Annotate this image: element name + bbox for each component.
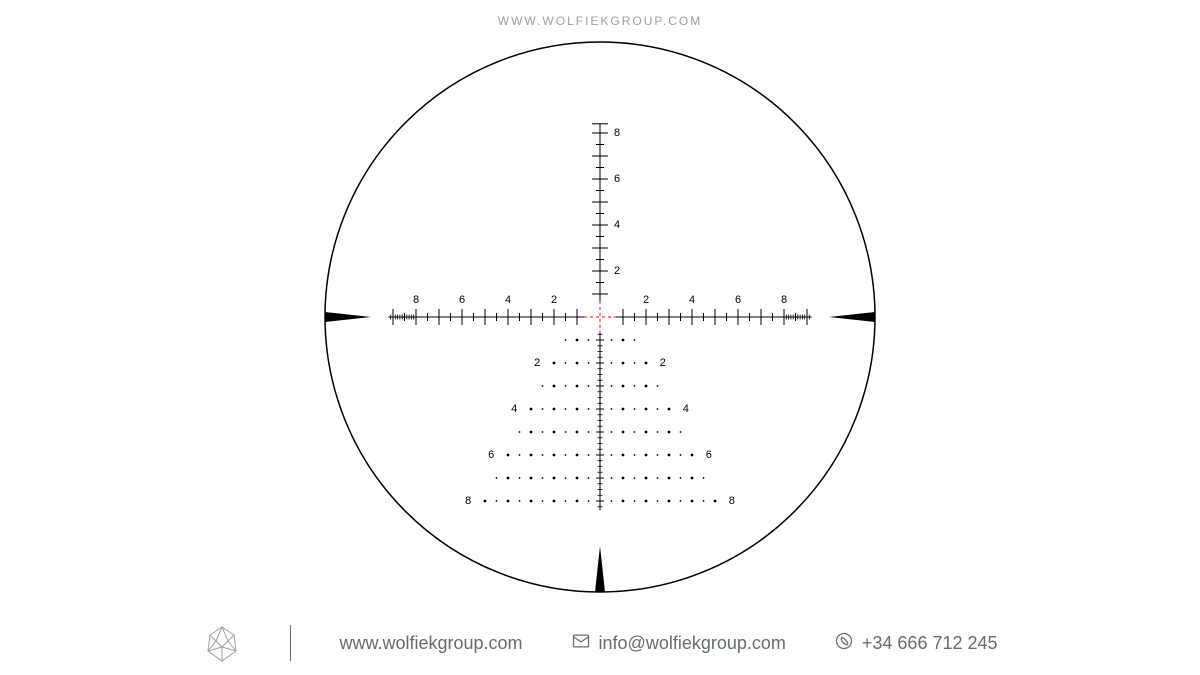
svg-text:8: 8 [781,294,787,306]
svg-text:8: 8 [465,495,471,507]
svg-text:8: 8 [413,294,419,306]
svg-text:2: 2 [614,265,620,277]
svg-text:6: 6 [735,294,741,306]
watermark-url: WWW.WOLFIEKGROUP.COM [498,14,702,28]
svg-text:4: 4 [614,219,620,231]
footer-website: www.wolfiekgroup.com [339,633,522,654]
footer-separator [290,625,291,661]
footer-phone-text: +34 666 712 245 [862,633,998,654]
svg-text:2: 2 [643,294,649,306]
svg-text:4: 4 [689,294,695,306]
svg-text:8: 8 [729,495,735,507]
footer-email-text: info@wolfiekgroup.com [599,633,786,654]
svg-text:6: 6 [488,449,494,461]
footer-phone: +34 666 712 245 [834,631,998,656]
footer: www.wolfiekgroup.com info@wolfiekgroup.c… [0,623,1200,663]
svg-text:2: 2 [660,357,666,369]
wolf-logo [202,623,242,663]
mail-icon [571,631,591,656]
svg-text:2: 2 [534,357,540,369]
svg-text:8: 8 [614,127,620,139]
svg-text:4: 4 [683,403,689,415]
svg-text:4: 4 [505,294,511,306]
svg-text:2: 2 [551,294,557,306]
svg-text:4: 4 [511,403,517,415]
svg-text:6: 6 [614,173,620,185]
footer-website-text: www.wolfiekgroup.com [339,633,522,654]
whatsapp-icon [834,631,854,656]
svg-text:6: 6 [706,449,712,461]
footer-email: info@wolfiekgroup.com [571,631,786,656]
svg-text:6: 6 [459,294,465,306]
